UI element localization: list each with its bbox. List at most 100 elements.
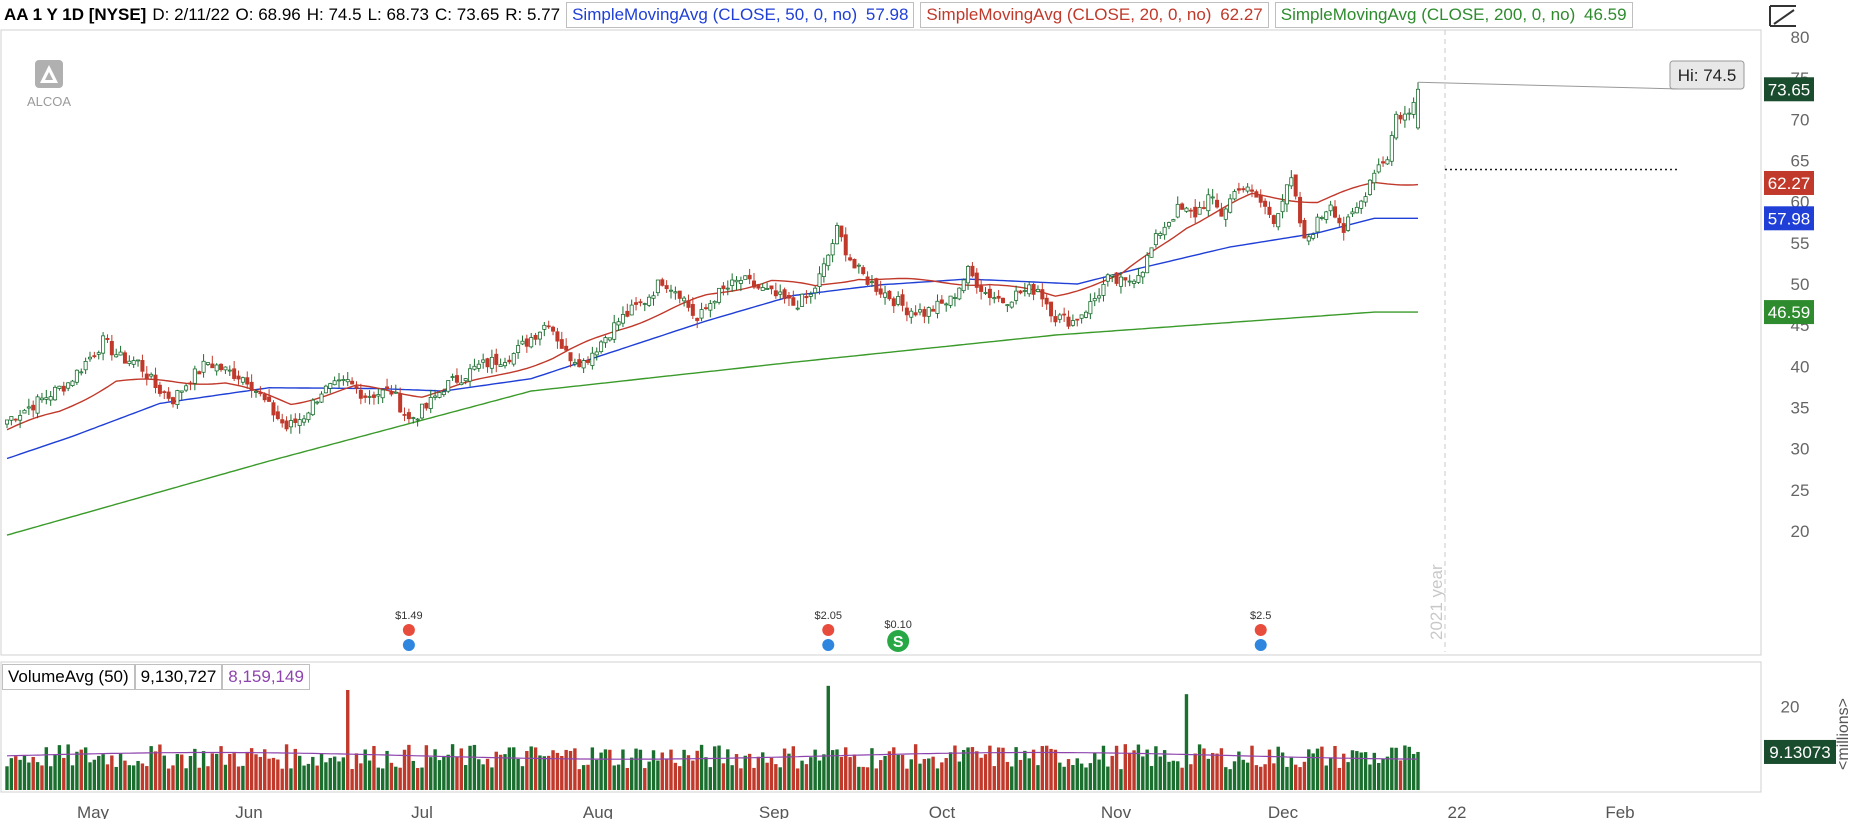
candle	[1381, 156, 1386, 167]
candle	[61, 381, 66, 396]
volume-bar	[1232, 761, 1237, 790]
volume-bar	[354, 753, 359, 790]
candle	[878, 280, 883, 298]
candle	[293, 413, 298, 428]
candle	[415, 417, 420, 427]
x-tick-label: Jul	[411, 803, 433, 819]
volume-bar	[166, 768, 171, 790]
volume-bar	[603, 749, 608, 790]
ticker-label[interactable]: AA 1 Y 1D [NYSE]	[4, 5, 147, 24]
sma50-legend[interactable]: SimpleMovingAvg (CLOSE, 50, 0, no) 57.98	[566, 2, 915, 28]
volume-bar	[263, 749, 267, 790]
volume-bar	[1350, 750, 1355, 790]
candle	[813, 286, 818, 300]
volume-bar	[870, 748, 874, 790]
volume-bar	[560, 755, 564, 790]
candle	[393, 384, 398, 394]
candle	[935, 294, 940, 319]
candle	[1306, 233, 1311, 246]
volume-bar	[289, 768, 293, 790]
volume-bar	[415, 768, 420, 790]
logo-text: ALCOA	[27, 94, 71, 109]
draw-tool-icon[interactable]	[1768, 2, 1800, 30]
candle	[315, 400, 320, 405]
candle	[367, 390, 372, 405]
volume-bar	[1136, 744, 1141, 790]
dividend-event-icon[interactable]: $1.49	[395, 610, 423, 651]
volume-bar	[1398, 760, 1403, 790]
volume-bar	[328, 757, 332, 790]
volume-bar	[1416, 751, 1420, 790]
volume-bar	[367, 760, 372, 790]
candle	[267, 389, 272, 402]
volume-bar	[887, 751, 892, 790]
volume-bar	[83, 747, 88, 790]
candle	[843, 227, 848, 262]
candle	[131, 356, 136, 368]
candle	[1236, 182, 1241, 194]
volume-bar	[822, 754, 826, 790]
dividend-event-icon[interactable]: $2.05	[814, 610, 842, 651]
candle	[983, 287, 988, 296]
candle	[669, 284, 674, 299]
candle	[450, 373, 455, 381]
candle	[437, 391, 442, 399]
volume-bar	[1079, 763, 1084, 790]
volume-bar	[516, 758, 520, 790]
candle	[581, 358, 586, 374]
volume-bar	[1193, 753, 1197, 790]
candle	[92, 351, 97, 359]
sma20-legend[interactable]: SimpleMovingAvg (CLOSE, 20, 0, no) 62.27	[920, 2, 1269, 28]
price-badge: 57.98	[1764, 206, 1814, 231]
volume-bar	[1241, 759, 1245, 790]
volume-bar	[1171, 760, 1176, 790]
volume-bar	[411, 760, 415, 790]
candle	[660, 277, 665, 287]
volume-bar	[1062, 766, 1066, 790]
volume-bar	[983, 754, 988, 790]
volume-units-label: <millions>	[1835, 698, 1852, 770]
volume-bar	[861, 766, 865, 790]
candle	[599, 339, 604, 354]
candle	[782, 287, 787, 304]
volume-bar	[79, 749, 83, 790]
dividend-event-icon[interactable]: $2.5	[1250, 610, 1271, 651]
candle	[952, 293, 957, 307]
volume-bar	[1202, 748, 1206, 790]
split-event-icon[interactable]: S $0.10	[884, 619, 912, 652]
candle	[406, 408, 411, 424]
candle	[454, 368, 459, 385]
candle	[926, 306, 931, 324]
candle	[896, 291, 901, 307]
candle	[1302, 217, 1307, 239]
volavg-label[interactable]: VolumeAvg (50)	[2, 664, 135, 690]
candle	[376, 388, 381, 405]
volume-bar	[363, 749, 367, 790]
volume-bar	[778, 767, 782, 790]
candle	[1022, 282, 1027, 297]
candle	[703, 303, 708, 311]
volume-bar	[944, 758, 948, 790]
volume-bar	[638, 749, 643, 790]
x-tick-label: Sep	[759, 803, 789, 819]
volume-bar	[1084, 767, 1088, 790]
volume-bar	[734, 754, 739, 790]
candle	[529, 332, 534, 349]
candle	[350, 377, 355, 385]
candle	[498, 358, 503, 368]
candle	[354, 381, 359, 394]
volume-bar	[1110, 755, 1114, 790]
volume-bar	[970, 747, 975, 790]
volume-bar	[774, 764, 778, 790]
sma200-legend[interactable]: SimpleMovingAvg (CLOSE, 200, 0, no) 46.5…	[1274, 2, 1633, 28]
y-tick-label: 35	[1791, 399, 1810, 418]
volume-bar	[1324, 765, 1328, 790]
candle	[1101, 276, 1106, 302]
candle	[1367, 179, 1372, 196]
candle	[1070, 314, 1075, 327]
candle	[79, 368, 84, 376]
candle	[874, 277, 879, 296]
volume-bar	[1093, 752, 1097, 790]
volume-bar	[1394, 747, 1398, 790]
